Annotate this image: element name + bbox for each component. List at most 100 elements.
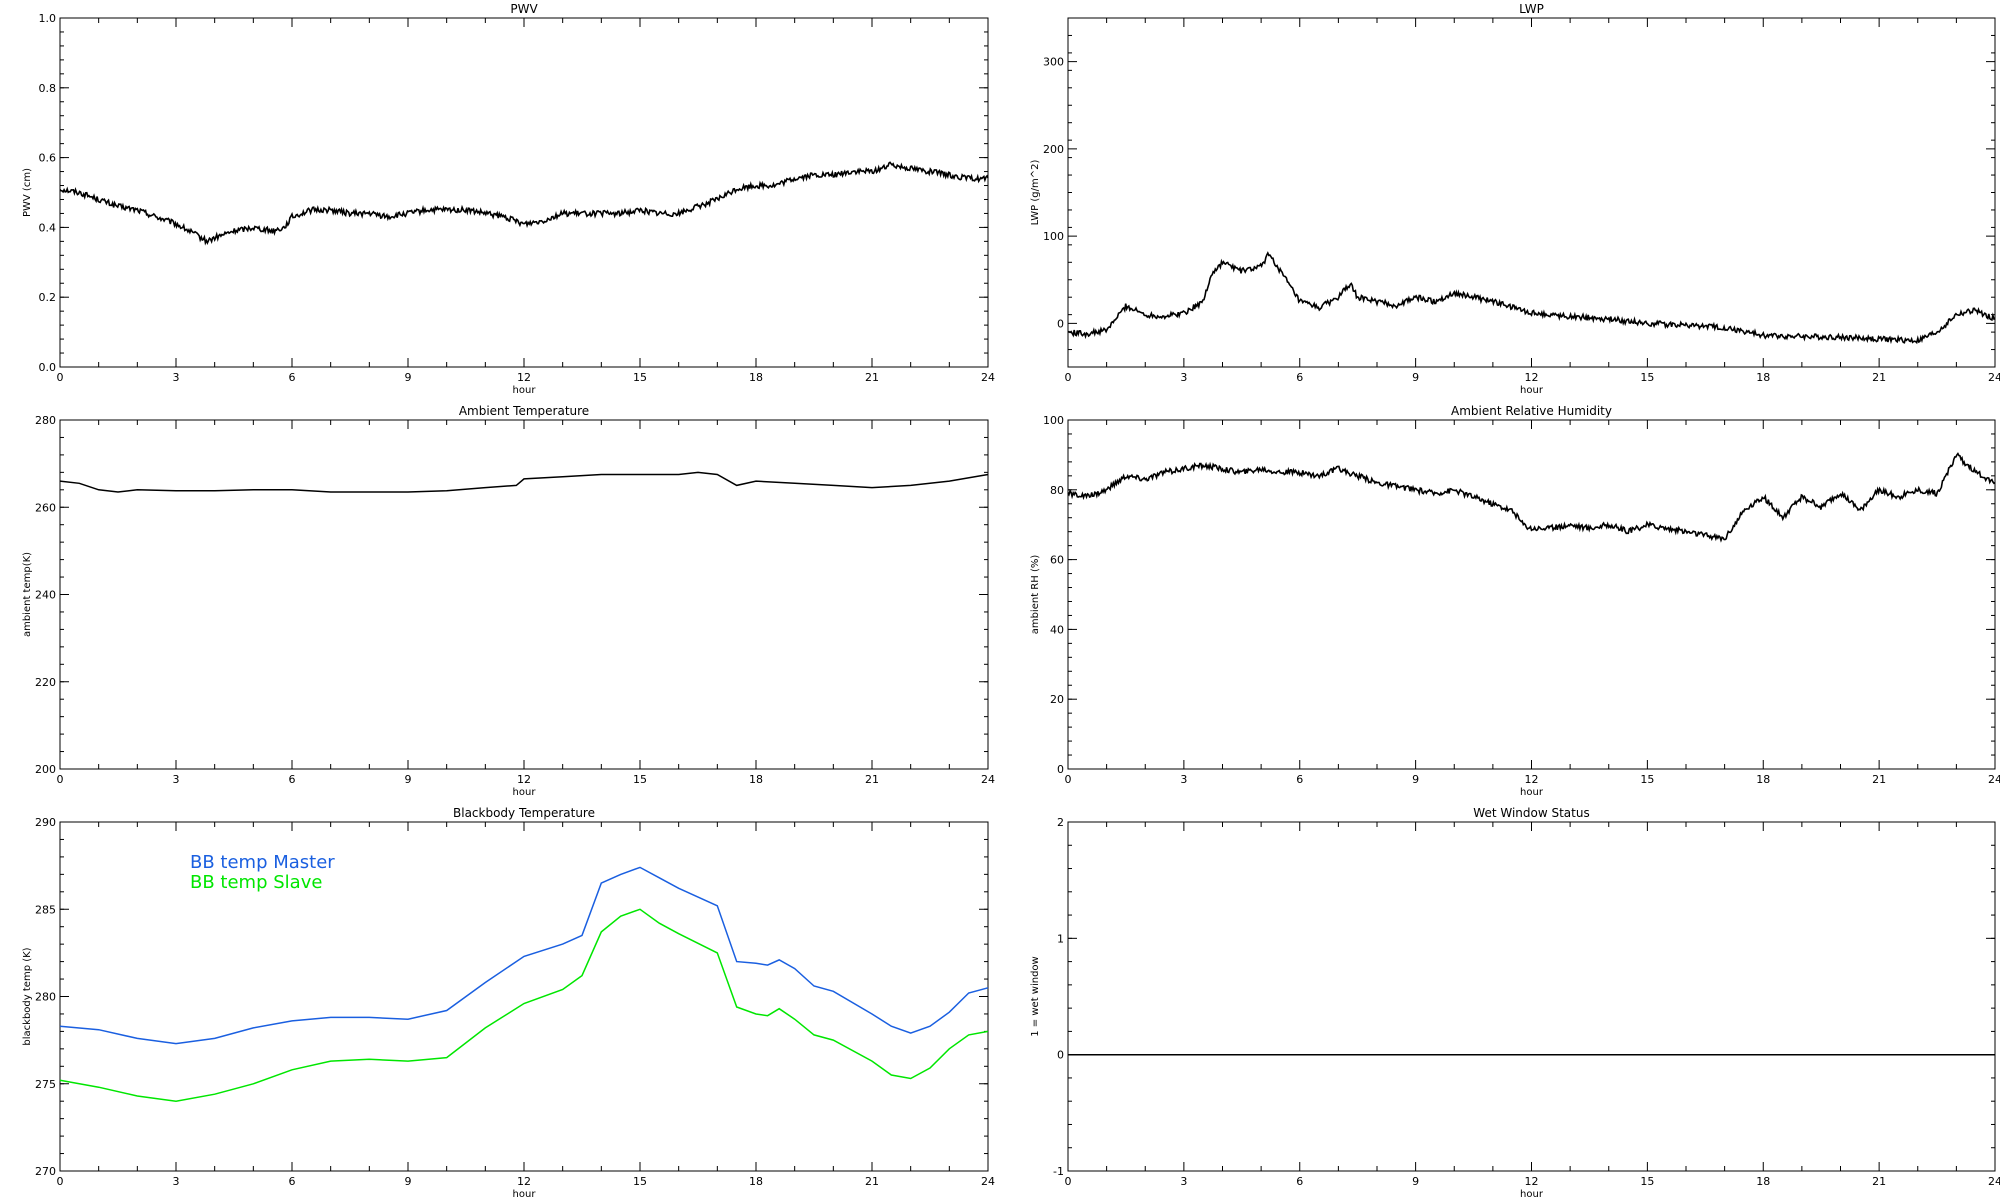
plot-frame (1067, 419, 1996, 770)
plot-frame (59, 17, 989, 368)
x-tick-label: 0 (1065, 773, 1072, 786)
y-tick-label: 290 (35, 816, 56, 829)
plot-frame (1067, 821, 1996, 1172)
y-tick-label: 200 (1043, 143, 1064, 156)
y-tick-label: 270 (35, 1165, 56, 1178)
y-tick-label: 100 (1043, 230, 1064, 243)
x-tick-label: 15 (633, 773, 647, 786)
data-series-line (59, 471, 989, 493)
x-tick-label: 6 (289, 773, 296, 786)
x-tick-label: 12 (517, 1175, 531, 1188)
y-tick-label: 260 (35, 501, 56, 514)
x-tick-label: 9 (1412, 1175, 1419, 1188)
x-tick-label: 9 (1412, 371, 1419, 384)
x-tick-label: 24 (1988, 773, 2000, 786)
plot-frame (59, 419, 989, 770)
x-tick-label: 12 (517, 773, 531, 786)
chart-title: PWV (510, 2, 538, 16)
y-tick-label: 0.8 (39, 82, 57, 95)
chart-panel-2: Ambient Temperature 0 3 6 9 12 15 18 21 24 200 220 2… (22, 404, 995, 798)
y-axis-label: 1 = wet window (1030, 956, 1041, 1036)
legend-entry: BB temp Slave (190, 872, 322, 893)
x-axis-label: hour (513, 787, 537, 798)
chart-title: LWP (1519, 2, 1544, 16)
x-tick-label: 9 (405, 371, 412, 384)
y-tick-label: 100 (1043, 414, 1064, 427)
data-series-line (1067, 452, 1996, 543)
y-tick-label: 220 (35, 676, 56, 689)
x-tick-label: 24 (981, 773, 995, 786)
y-axis-label: ambient RH (%) (1030, 555, 1041, 635)
chart-title: Ambient Temperature (459, 404, 589, 418)
data-series-line (59, 866, 989, 1045)
data-series-line (59, 908, 989, 1102)
x-tick-label: 6 (1296, 773, 1303, 786)
y-tick-label: 60 (1050, 554, 1064, 567)
x-tick-label: 6 (1296, 371, 1303, 384)
y-tick-label: 0.2 (39, 291, 57, 304)
data-series-line (1067, 251, 1996, 345)
x-tick-label: 21 (865, 371, 879, 384)
data-series-line (59, 161, 989, 246)
x-tick-label: 15 (1640, 371, 1654, 384)
x-tick-label: 15 (1640, 773, 1654, 786)
y-axis-label: LWP (g/m^2) (1030, 160, 1041, 226)
y-tick-label: -1 (1053, 1165, 1064, 1178)
y-tick-label: 240 (35, 589, 56, 602)
x-tick-label: 3 (173, 773, 180, 786)
x-tick-label: 18 (749, 773, 763, 786)
x-tick-label: 24 (981, 1175, 995, 1188)
y-tick-label: 200 (35, 763, 56, 776)
x-tick-label: 18 (749, 1175, 763, 1188)
chart-panel-1: LWP 0 3 6 9 12 15 18 21 24 0 100 200 300 hour LWP (g/m^… (1030, 2, 2000, 396)
x-axis-label: hour (513, 385, 537, 396)
x-axis-label: hour (1520, 1189, 1544, 1200)
y-tick-label: 0 (1057, 1049, 1064, 1062)
x-axis-label: hour (1520, 787, 1544, 798)
x-tick-label: 21 (865, 773, 879, 786)
x-tick-label: 15 (1640, 1175, 1654, 1188)
x-axis-label: hour (1520, 385, 1544, 396)
x-tick-label: 12 (1525, 1175, 1539, 1188)
y-tick-label: 2 (1057, 816, 1064, 829)
y-tick-label: 80 (1050, 484, 1064, 497)
x-tick-label: 15 (633, 1175, 647, 1188)
x-tick-label: 21 (1872, 371, 1886, 384)
x-tick-label: 24 (1988, 371, 2000, 384)
x-tick-label: 3 (173, 371, 180, 384)
x-tick-label: 12 (1525, 371, 1539, 384)
x-tick-label: 0 (57, 773, 64, 786)
chart-title: Wet Window Status (1473, 806, 1589, 820)
y-axis-label: ambient temp(K) (22, 552, 33, 637)
chart-title: Ambient Relative Humidity (1451, 404, 1612, 418)
y-tick-label: 300 (1043, 56, 1064, 69)
y-tick-label: 275 (35, 1078, 56, 1091)
x-tick-label: 0 (1065, 1175, 1072, 1188)
x-tick-label: 6 (289, 1175, 296, 1188)
x-tick-label: 18 (1756, 1175, 1770, 1188)
x-tick-label: 6 (289, 371, 296, 384)
chart-panel-4: Blackbody Temperature 0 3 6 9 12 15 18 21 24 270 27… (22, 806, 995, 1200)
x-tick-label: 3 (173, 1175, 180, 1188)
y-tick-label: 0.0 (39, 361, 57, 374)
x-tick-label: 18 (1756, 371, 1770, 384)
x-tick-label: 9 (405, 1175, 412, 1188)
y-tick-label: 0 (1057, 317, 1064, 330)
x-tick-label: 15 (633, 371, 647, 384)
y-tick-label: 1.0 (39, 12, 57, 25)
chart-title: Blackbody Temperature (453, 806, 595, 820)
x-axis-label: hour (513, 1189, 537, 1200)
x-tick-label: 24 (1988, 1175, 2000, 1188)
legend-entry: BB temp Master (190, 852, 335, 873)
y-tick-label: 280 (35, 991, 56, 1004)
x-tick-label: 24 (981, 371, 995, 384)
y-tick-label: 1 (1057, 932, 1064, 945)
x-tick-label: 12 (517, 371, 531, 384)
x-tick-label: 3 (1180, 773, 1187, 786)
x-tick-label: 0 (1065, 371, 1072, 384)
x-tick-label: 3 (1180, 1175, 1187, 1188)
x-tick-label: 21 (865, 1175, 879, 1188)
y-tick-label: 0 (1057, 763, 1064, 776)
